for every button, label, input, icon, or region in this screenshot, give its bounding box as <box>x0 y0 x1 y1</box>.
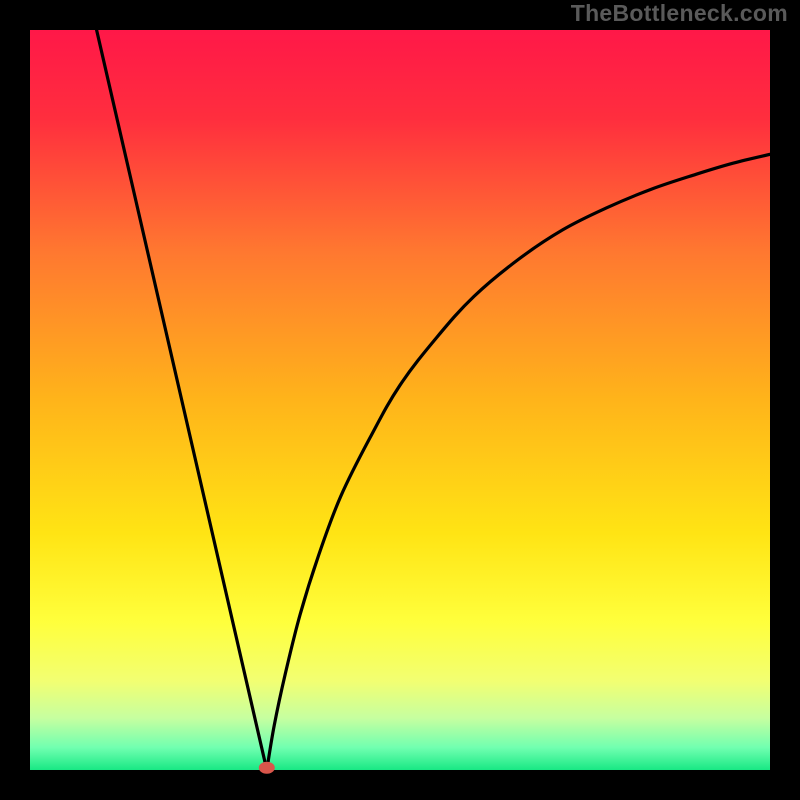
chart-frame: TheBottleneck.com <box>0 0 800 800</box>
watermark-label: TheBottleneck.com <box>571 0 788 27</box>
gradient-background <box>30 30 770 770</box>
bottleneck-chart <box>0 0 800 800</box>
optimal-point-marker <box>259 762 275 774</box>
